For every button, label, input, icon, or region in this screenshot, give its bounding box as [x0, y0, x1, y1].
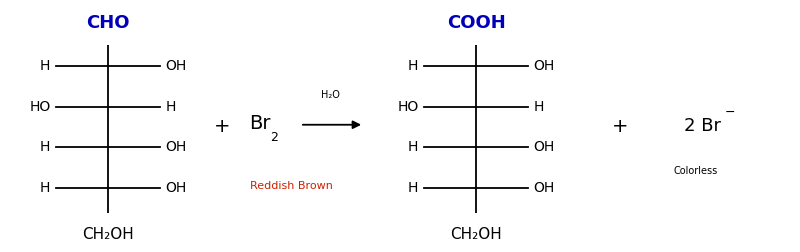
- Text: H₂O: H₂O: [321, 89, 340, 100]
- Text: +: +: [214, 116, 230, 136]
- Text: H: H: [408, 140, 418, 154]
- Text: H: H: [534, 100, 544, 114]
- Text: 2: 2: [270, 131, 278, 144]
- Text: OH: OH: [166, 58, 187, 73]
- Text: HO: HO: [397, 100, 418, 114]
- Text: Br: Br: [250, 114, 271, 133]
- Text: OH: OH: [166, 181, 187, 195]
- Text: CH₂OH: CH₂OH: [450, 227, 502, 242]
- Text: H: H: [40, 140, 50, 154]
- Text: H: H: [408, 181, 418, 195]
- Text: +: +: [612, 116, 628, 136]
- Text: H: H: [408, 58, 418, 73]
- Text: CHO: CHO: [86, 14, 130, 32]
- Text: CH₂OH: CH₂OH: [82, 227, 134, 242]
- Text: OH: OH: [534, 140, 555, 154]
- Text: 2 Br: 2 Br: [684, 117, 721, 135]
- Text: H: H: [40, 58, 50, 73]
- Text: COOH: COOH: [446, 14, 506, 32]
- Text: H: H: [166, 100, 176, 114]
- Text: OH: OH: [534, 181, 555, 195]
- Text: H: H: [40, 181, 50, 195]
- Text: Reddish Brown: Reddish Brown: [250, 181, 333, 192]
- Text: OH: OH: [534, 58, 555, 73]
- Text: −: −: [725, 106, 736, 119]
- Text: Colorless: Colorless: [674, 166, 718, 176]
- Text: HO: HO: [29, 100, 50, 114]
- Text: OH: OH: [166, 140, 187, 154]
